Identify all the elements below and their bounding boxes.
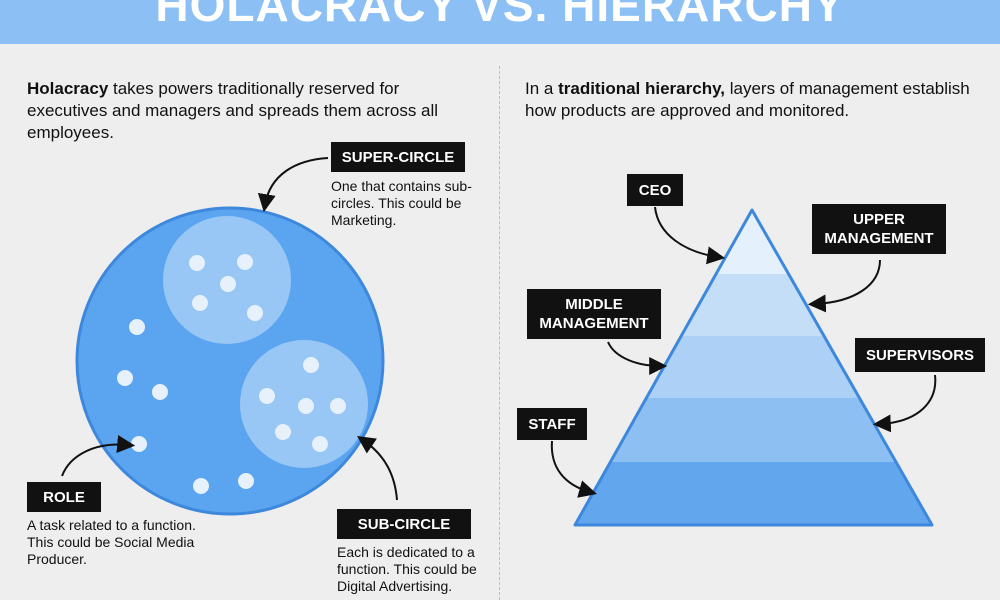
role-dot [129,319,145,335]
role-dot [192,295,208,311]
role-dot [259,388,275,404]
column-divider [499,66,500,600]
role-dot [238,473,254,489]
hierarchy-intro-pre: In a [525,79,559,98]
page-title: HOLACRACY VS. HIERARCHY [155,0,845,31]
upper-management-arrow [807,259,881,313]
role-dot [237,254,253,270]
pyramid-layer-supervisors [575,398,932,462]
role-tag: ROLE [27,482,101,512]
ceo-tag: CEO [627,174,683,206]
hierarchy-intro-bold: traditional hierarchy, [558,79,725,98]
hierarchy-intro-text: layers of management establish how produ… [525,79,970,120]
role-dot [303,357,319,373]
super-circle-arrow [257,157,329,213]
sub-circle-arrow [357,435,398,501]
holacracy-intro-bold: Holacracy [27,79,109,98]
hierarchy-intro: In a traditional hierarchy, layers of ma… [525,78,975,122]
role-dot [131,436,147,452]
middle-management-tag: MIDDLE MANAGEMENT [527,289,661,339]
role-dot [247,305,263,321]
super-circle-description: One that contains sub-circles. This coul… [331,178,472,228]
role-description: A task related to a function. This could… [27,517,196,567]
sub-circle-tag: SUB-CIRCLE [337,509,471,539]
super-circle-tag: SUPER-CIRCLE [331,142,465,172]
staff-tag: STAFF [517,408,587,440]
ceo-arrow [654,206,726,265]
middle-management-arrow [607,341,668,375]
role-dot [152,384,168,400]
staff-arrow [550,440,597,498]
role-dot [193,478,209,494]
sub-circle-description: Each is dedicated to a function. This co… [337,544,477,594]
upper-management-tag: UPPER MANAGEMENT [812,204,946,254]
role-dot [117,370,133,386]
role-arrow [61,435,136,477]
pyramid-layer-staff [575,462,932,525]
role-dot [330,398,346,414]
title-banner: HOLACRACY VS. HIERARCHY [0,0,1000,44]
role-dot [220,276,236,292]
holacracy-intro-text: takes powers traditionally reserved for … [27,79,439,142]
supervisors-tag: SUPERVISORS [855,338,985,372]
role-dot [189,255,205,271]
holacracy-intro: Holacracy takes powers traditionally res… [27,78,467,144]
role-dot [275,424,291,440]
role-dot [312,436,328,452]
supervisors-arrow [872,374,937,433]
role-dot [298,398,314,414]
